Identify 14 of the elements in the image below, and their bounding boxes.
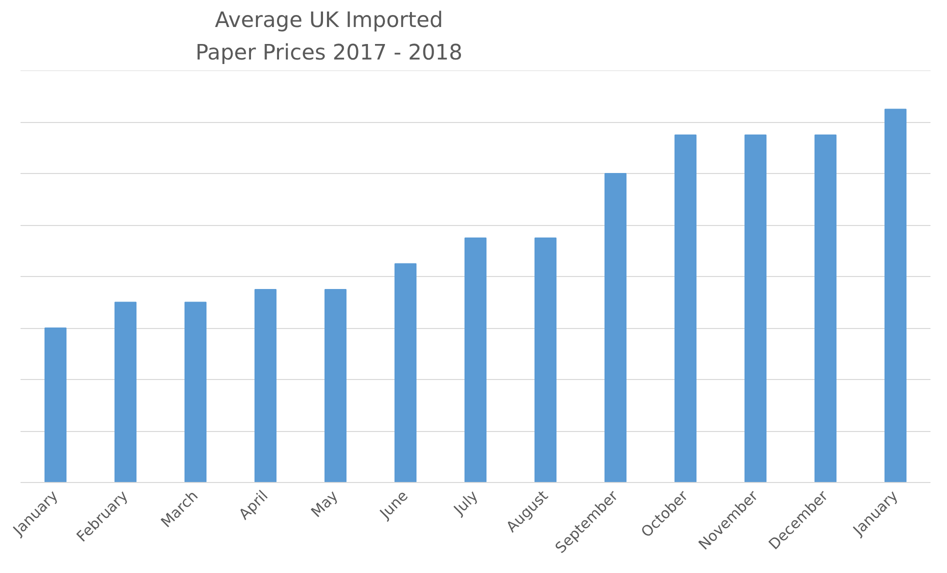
bar [604,173,626,482]
bar [464,238,486,482]
bar [114,302,136,482]
bar [324,289,346,482]
bar [534,238,556,482]
bar [184,302,206,482]
bar [394,263,416,482]
bar [884,108,906,482]
bar [744,134,766,482]
bar [814,134,836,482]
bar [44,328,66,482]
bar [674,134,696,482]
chart-title: Average UK Imported Paper Prices 2017 - 2018 [196,8,462,66]
bar [254,289,276,482]
